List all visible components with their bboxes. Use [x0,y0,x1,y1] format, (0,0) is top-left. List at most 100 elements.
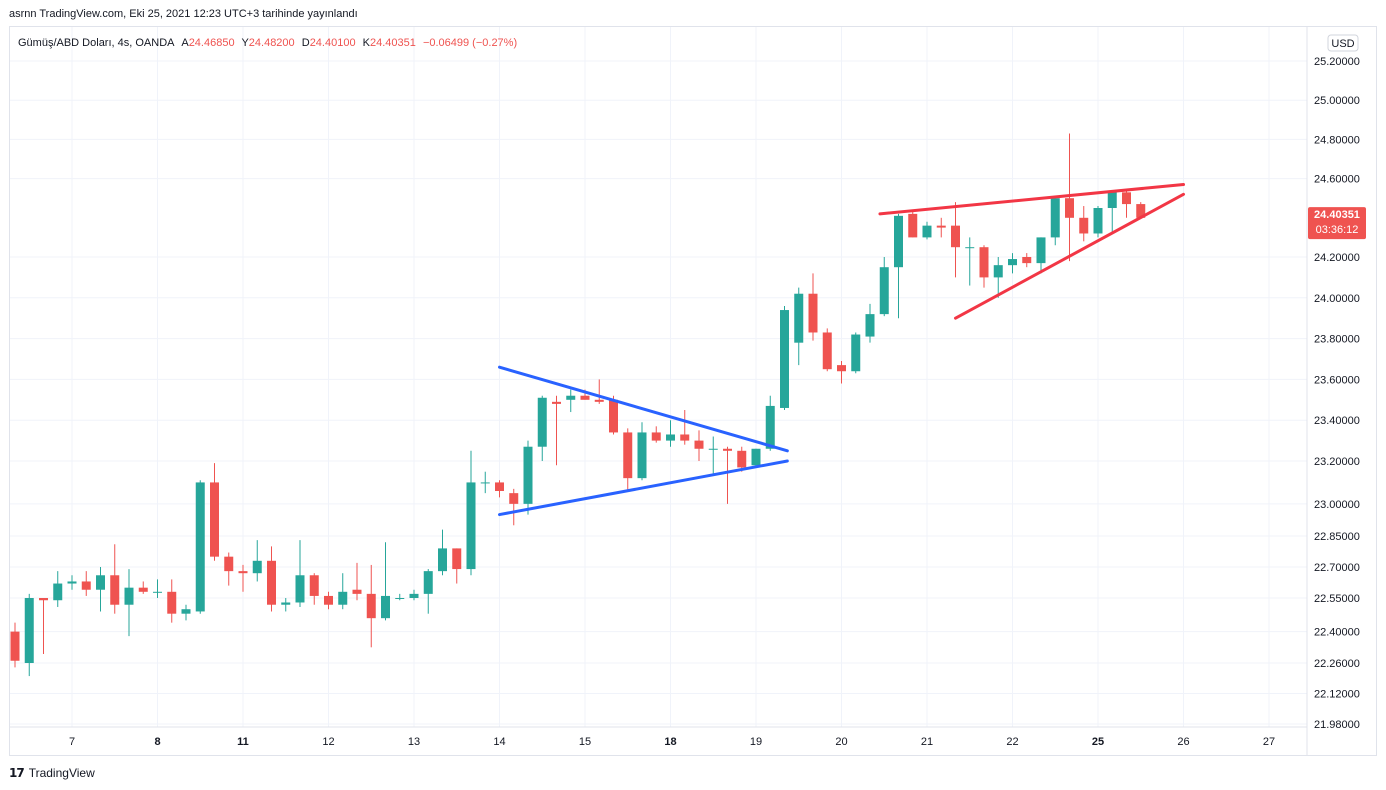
candle [381,542,390,621]
price-tick-label: 24.60000 [1314,174,1360,186]
candle-body [1036,237,1046,264]
candle [851,332,861,374]
candle-body [267,560,276,605]
legend-symbol: Gümüş/ABD Doları, 4s, OANDA [18,37,175,49]
candle-body [39,598,48,601]
candle-body [480,482,490,484]
candle [537,395,547,461]
candle-body [167,591,177,614]
candle-body [10,631,20,661]
price-tick-label: 23.60000 [1314,374,1360,386]
price-tick-label: 22.12000 [1314,689,1360,701]
candle [951,202,960,278]
time-tick-label: 12 [322,736,334,748]
candle-body [124,587,134,605]
legend-high-label: Y [241,37,249,49]
chart-panel[interactable]: 25.20000 25.00000 24.80000 24.60000 24.20000… [9,26,1377,756]
candle [637,422,647,481]
candle [67,575,77,590]
candle [423,569,433,614]
candle [979,245,989,288]
candle-body [594,399,604,402]
candle-body [210,482,219,557]
price-tick-label: 23.00000 [1314,499,1360,511]
candle [1050,196,1060,246]
candle-body [794,293,804,343]
candle-body [381,595,390,619]
time-tick-label: 21 [921,736,933,748]
candle [922,221,932,240]
candle-body [808,293,818,333]
candle [651,426,661,443]
legend-close-label: K [363,37,371,49]
candle-body [523,446,533,504]
candle-body [138,587,148,592]
wedge-upper-line [878,182,1185,216]
candle-body [495,482,504,491]
trend-lines[interactable] [498,182,1185,517]
candle [623,428,633,491]
candle [395,593,405,601]
currency-button[interactable]: USD [1327,34,1359,52]
candle [680,410,690,445]
triangle-lower-line [498,459,789,517]
time-tick-label: 13 [408,736,420,748]
price-axis[interactable]: 25.20000 25.00000 24.80000 24.60000 24.20000… [1306,27,1360,755]
svg-text:Gümüş/ABD Doları, 4s, OANDA: Gümüş/ABD Doları, 4s, OANDA A24.46850 Y2… [18,37,517,49]
candle [965,237,975,286]
candle [366,564,376,648]
candle-body [751,448,761,466]
footer-brand[interactable]: 17 TradingView [9,763,95,783]
price-tick-label: 25.00000 [1314,95,1360,107]
price-tick-label: 24.00000 [1314,293,1360,305]
candle [324,591,333,610]
candle-body [837,365,846,372]
candle-body [195,482,205,612]
candle-body [1079,217,1089,234]
candle-body [1065,198,1074,218]
legend-change: −0.06499 (−0.27%) [423,37,517,49]
candle-body [609,399,618,433]
candle [281,598,291,612]
candle [1107,190,1117,234]
candle-body [153,591,162,593]
price-tick-label: 24.80000 [1314,134,1360,146]
candle [495,480,504,498]
candle-body [324,595,333,605]
candle [908,211,918,238]
candle-body [423,571,433,594]
price-tick-label: 24.20000 [1314,252,1360,264]
candle-body [922,225,932,238]
candle [1036,237,1046,274]
candle-body [409,593,419,598]
candle [894,213,903,319]
legend-low-value: 24.40100 [310,37,356,49]
candle [1136,202,1146,218]
price-tick-label: 23.20000 [1314,456,1360,468]
candle [10,622,20,668]
time-tick-label: 26 [1177,736,1189,748]
candle-body [252,560,262,574]
time-tick-label: 7 [69,736,75,748]
candle [338,573,348,610]
candle-body [24,598,34,663]
candle [267,546,276,612]
candle-body [822,332,832,370]
candlestick-chart[interactable]: 25.20000 25.00000 24.80000 24.60000 24.20000… [10,27,1376,755]
candle-body [580,395,590,400]
candle-body [238,571,248,574]
candle-body [780,310,789,408]
legend-open-label: A [181,37,189,49]
candle-body [438,548,447,572]
candle-body [879,267,889,315]
candle-body [1122,192,1131,205]
candle-body [338,591,348,605]
candle-body [295,575,305,603]
candle [694,430,704,461]
candle [452,548,462,584]
candle [723,446,732,504]
candle [879,257,889,317]
candle [594,379,604,404]
wedge-lower-line [954,192,1185,320]
time-axis[interactable]: 7 8 11 12 13 14 15 18 19 20 21 22 25 26 27 [10,726,1307,748]
